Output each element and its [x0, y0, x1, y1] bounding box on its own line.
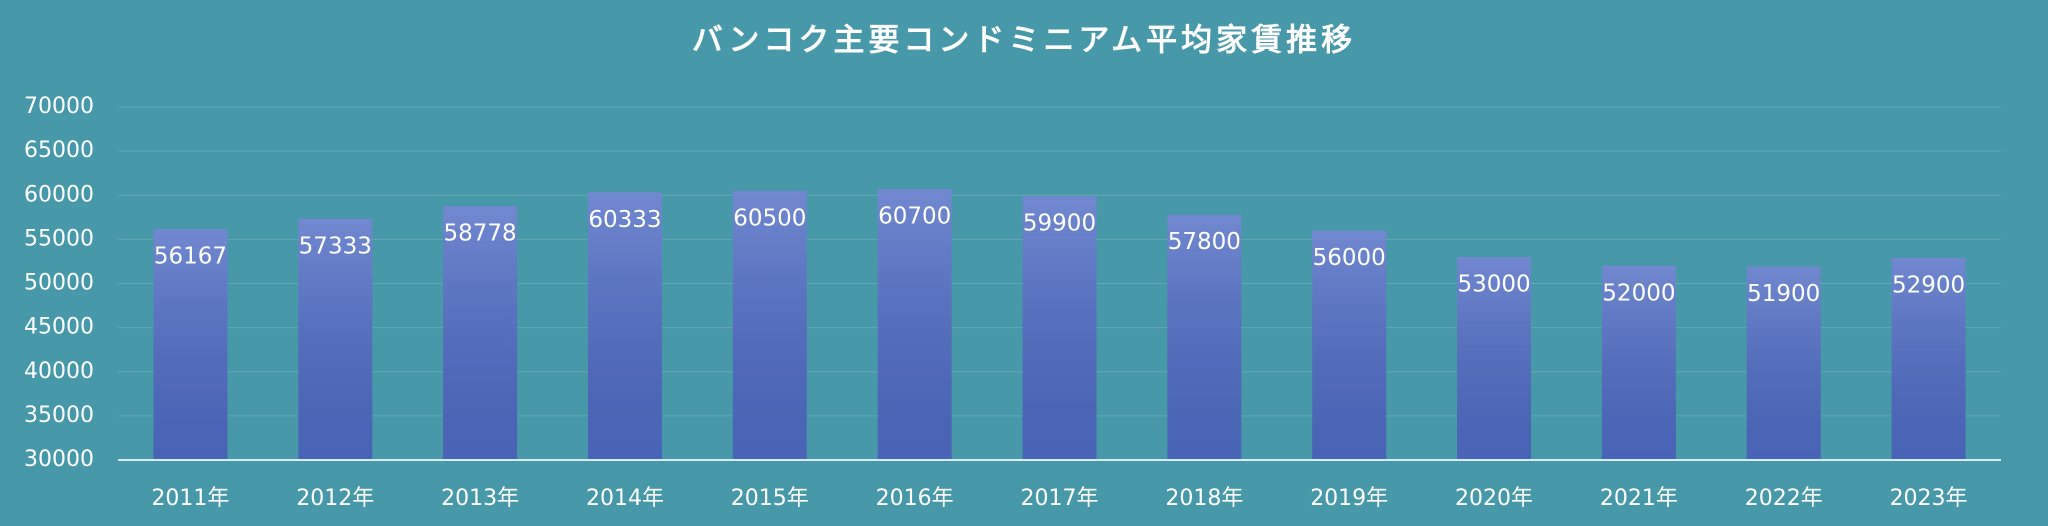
value-label: 56167 [154, 244, 227, 270]
x-tick-label: 2021年 [1600, 486, 1678, 511]
value-label: 57800 [1168, 229, 1241, 255]
value-label: 52000 [1602, 280, 1675, 306]
value-label: 51900 [1747, 281, 1820, 307]
x-tick-label: 2017年 [1021, 486, 1099, 511]
x-tick-label: 2015年 [731, 486, 809, 511]
x-tick-label: 2012年 [296, 486, 374, 511]
y-tick-label: 55000 [24, 226, 94, 251]
y-tick-label: 35000 [24, 403, 94, 428]
value-label: 52900 [1892, 272, 1965, 298]
y-tick-label: 70000 [24, 94, 94, 119]
y-tick-label: 45000 [24, 315, 94, 340]
value-label: 60700 [878, 204, 951, 230]
y-tick-label: 65000 [24, 138, 94, 163]
value-label: 56000 [1313, 245, 1386, 271]
y-tick-label: 40000 [24, 359, 94, 384]
y-tick-label: 60000 [24, 182, 94, 207]
x-tick-label: 2019年 [1310, 486, 1388, 511]
chart-title: バンコク主要コンドミニアム平均家賃推移 [692, 23, 1356, 59]
x-tick-label: 2011年 [151, 486, 229, 511]
value-label: 57333 [299, 233, 372, 259]
x-tick-label: 2020年 [1455, 486, 1533, 511]
y-tick-label: 30000 [24, 447, 94, 472]
bar [877, 189, 952, 460]
x-tick-label: 2023年 [1890, 486, 1968, 511]
value-label: 53000 [1457, 272, 1530, 298]
x-tick-label: 2013年 [441, 486, 519, 511]
value-label: 59900 [1023, 211, 1096, 237]
x-tick-label: 2014年 [586, 486, 664, 511]
value-label: 58778 [444, 221, 517, 247]
y-tick-label: 50000 [24, 271, 94, 296]
x-tick-label: 2022年 [1745, 486, 1823, 511]
x-tick-label: 2016年 [876, 486, 954, 511]
x-tick-label: 2018年 [1165, 486, 1243, 511]
value-label: 60333 [588, 207, 661, 233]
value-label: 60500 [733, 205, 806, 231]
